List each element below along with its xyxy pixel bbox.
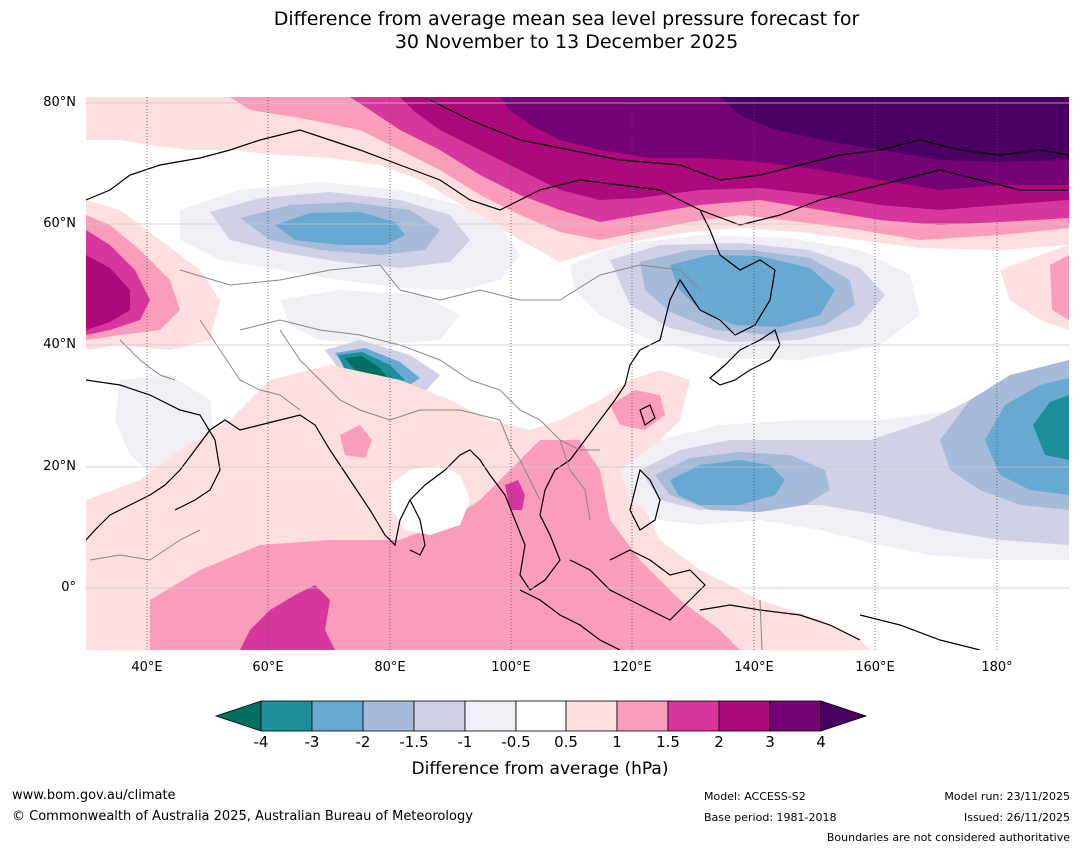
lat-label: 40°N — [43, 337, 76, 352]
colorbar-tick: 2 — [714, 733, 724, 751]
lat-label: 20°N — [43, 459, 76, 474]
colorbar-bin-7 — [565, 700, 618, 732]
colorbar-bin-3 — [362, 700, 415, 732]
lon-label: 180° — [981, 660, 1013, 675]
central-asia-low-0.5 — [280, 290, 460, 345]
title-line-2: 30 November to 13 December 2025 — [394, 31, 739, 53]
ne-asia-low-2 — [670, 255, 835, 327]
colorbar-extend-min — [214, 700, 262, 732]
colorbar-bin-8 — [616, 700, 669, 732]
colorbar-tick: 3 — [765, 733, 775, 751]
colorbar-bin-6 — [515, 700, 567, 732]
europe-high-2 — [86, 255, 130, 330]
indochina-high-1.5 — [505, 480, 525, 510]
w-pacific-low-2 — [670, 460, 785, 505]
colorbar-bin-2 — [311, 700, 364, 732]
ne-pacific-high-1 — [1050, 255, 1069, 320]
colorbar-tick: -1.5 — [399, 733, 429, 751]
lon-label: 100°E — [491, 660, 531, 675]
colorbar-tick: -1 — [457, 733, 473, 751]
lon-label: 40°E — [131, 660, 163, 675]
colorbar-tick: 1.5 — [656, 733, 680, 751]
high-anomaly-4 — [720, 97, 1069, 162]
colorbar-bin-11 — [769, 700, 822, 732]
colorbar-extend-max — [820, 700, 868, 732]
colorbar-bin-4 — [413, 700, 466, 732]
colorbar-tick: -2 — [355, 733, 371, 751]
south-china-high-1b — [340, 425, 372, 458]
lat-label: 60°N — [43, 216, 76, 231]
colorbar — [214, 700, 868, 732]
lon-label: 120°E — [612, 660, 652, 675]
colorbar-tick: 4 — [816, 733, 826, 751]
bay-of-bengal-neutral — [390, 465, 470, 535]
colorbar-bin-1 — [260, 700, 313, 732]
colorbar-bin-10 — [718, 700, 771, 732]
lon-label: 160°E — [855, 660, 895, 675]
colorbar-tick: -4 — [253, 733, 269, 751]
colorbar-bin-9 — [667, 700, 720, 732]
title-line-1: Difference from average mean sea level p… — [273, 8, 860, 30]
colorbar-tick: -0.5 — [501, 733, 531, 751]
map-area — [86, 97, 1069, 650]
copyright-text: © Commonwealth of Australia 2025, Austra… — [12, 809, 473, 824]
model-text: Model: ACCESS-S2 — [704, 790, 806, 803]
tibet-low-4 — [345, 356, 388, 378]
c-pacific-low-3 — [1033, 395, 1069, 460]
chart-title: Difference from average mean sea level p… — [0, 8, 1081, 54]
indian-ocean-high-1.5 — [240, 585, 335, 650]
website-link[interactable]: www.bom.gov.au/climate — [12, 788, 176, 803]
colorbar-tick: 0.5 — [554, 733, 578, 751]
lat-label: 80°N — [43, 95, 76, 110]
issued-text: Issued: 26/11/2025 — [963, 811, 1070, 824]
base-period-text: Base period: 1981-2018 — [704, 811, 837, 824]
siberia-low-2 — [275, 212, 405, 245]
colorbar-label: Difference from average (hPa) — [411, 759, 669, 779]
longitude-gridlines — [146, 97, 998, 650]
colorbar-tick: -3 — [304, 733, 320, 751]
lon-label: 60°E — [252, 660, 284, 675]
latitude-gridlines — [86, 102, 1069, 589]
lat-label: 0° — [61, 580, 76, 595]
colorbar-bin-5 — [464, 700, 517, 732]
colorbar-tick: 1 — [612, 733, 622, 751]
disclaimer-text: Boundaries are not considered authoritat… — [826, 831, 1070, 844]
model-run-text: Model run: 23/11/2025 — [944, 790, 1070, 803]
lon-label: 80°E — [374, 660, 406, 675]
lon-label: 140°E — [734, 660, 774, 675]
coastlines — [86, 99, 1069, 650]
